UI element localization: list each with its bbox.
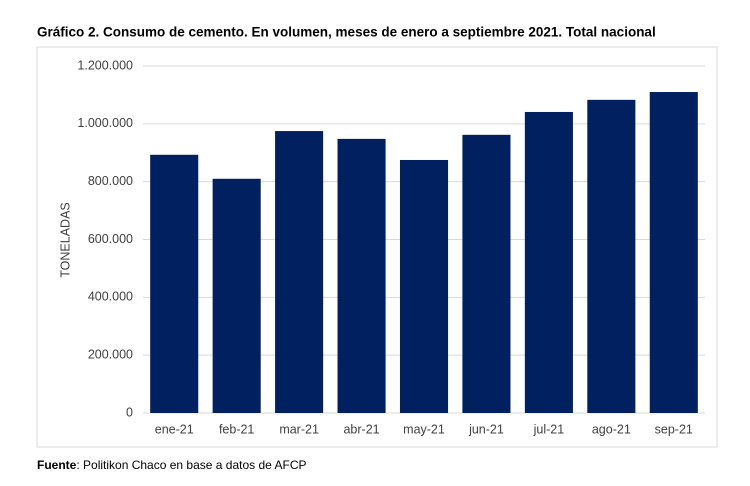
source-label: Fuente	[37, 458, 77, 472]
source-text: : Politikon Chaco en base a datos de AFC…	[76, 458, 306, 472]
x-tick-label: sep-21	[655, 422, 693, 436]
source-note: Fuente: Politikon Chaco en base a datos …	[37, 458, 306, 472]
chart-title: Gráfico 2. Consumo de cemento. En volume…	[37, 25, 656, 40]
bar	[337, 138, 386, 413]
x-tick-label: jun-21	[468, 422, 504, 436]
x-tick-label: feb-21	[219, 422, 254, 436]
y-tick-label: 1.000.000	[77, 116, 133, 130]
x-tick-label: may-21	[403, 422, 445, 436]
x-tick-label: ago-21	[592, 422, 631, 436]
bar	[587, 99, 636, 414]
y-tick-label: 600.000	[88, 232, 133, 246]
chart-frame	[36, 46, 718, 448]
x-tick-label: ene-21	[155, 422, 194, 436]
bar	[524, 111, 573, 413]
y-tick-label: 800.000	[88, 174, 133, 188]
y-tick-label: 400.000	[88, 290, 133, 304]
x-tick-label: abr-21	[343, 422, 379, 436]
y-tick-label: 200.000	[88, 347, 133, 361]
x-tick-label: jul-21	[533, 422, 565, 436]
bar	[150, 154, 199, 413]
y-tick-label: 0	[126, 405, 133, 419]
bar	[212, 178, 261, 413]
bar	[649, 92, 698, 414]
y-tick-label: 1.200.000	[77, 58, 133, 72]
x-tick-label: mar-21	[279, 422, 319, 436]
bar	[399, 159, 449, 413]
bar	[462, 134, 511, 414]
y-axis-label: TONELADAS	[58, 202, 72, 278]
bar	[275, 131, 324, 413]
